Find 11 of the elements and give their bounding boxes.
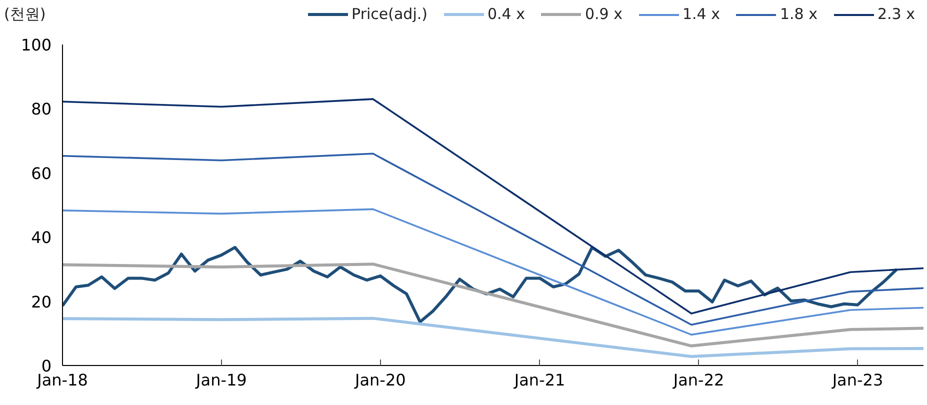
x-tick-label: Jan-19 [195, 370, 247, 390]
x-tick-label: Jan-22 [672, 370, 724, 390]
y-tick-label: 60 [31, 164, 52, 183]
y-tick-label: 40 [31, 228, 52, 248]
y-tick-label: 80 [31, 100, 52, 119]
x-tick-label: Jan-23 [831, 370, 884, 390]
y-tick-label: 20 [31, 292, 52, 312]
y-tick-label: 100 [20, 36, 52, 54]
x-tick-label: Jan-21 [513, 370, 566, 390]
ylabel: (천원) [4, 5, 46, 23]
x-tick-label: Jan-20 [354, 370, 406, 390]
